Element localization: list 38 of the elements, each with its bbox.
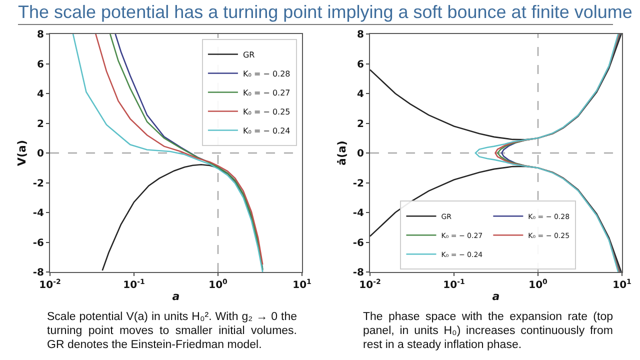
text: The phase space with the expansion rate (top panel, in units H₀) increases continuously from rest in a steady inflation phase.	[363, 310, 613, 352]
y-tick-label: -2	[32, 178, 44, 190]
x-tick-label: 10$^{1}$	[292, 278, 312, 291]
y-tick-label: 6	[37, 59, 44, 70]
y-tick-label: 4	[37, 89, 44, 100]
x-axis-title: a	[172, 290, 180, 304]
legend-label: K₀ = − 0.24	[242, 126, 290, 136]
y-tick-label: -4	[32, 208, 44, 219]
y-axis-title: V(a)	[16, 140, 29, 166]
y-tick-label: -8	[352, 268, 364, 278]
y-tick-label: 2	[357, 118, 364, 130]
legend-label: GR	[242, 50, 256, 60]
y-tick-label: -2	[352, 178, 364, 190]
x-tick-label: 10$^{-2}$	[39, 278, 61, 291]
y-tick-label: 6	[357, 59, 364, 70]
y-tick-label: -8	[32, 268, 44, 278]
y-tick-label: 2	[37, 118, 44, 130]
y-tick-label: -6	[352, 238, 364, 249]
y-tick-label: -4	[352, 208, 364, 219]
y-tick-label: 0	[357, 148, 364, 160]
legend-label: K₀ = − 0.25	[242, 107, 290, 116]
legend-label: K₀ = − 0.28	[242, 69, 290, 78]
y-tick-label: 8	[357, 30, 364, 40]
y-tick-label: -6	[32, 238, 44, 249]
x-axis-title: a	[492, 290, 500, 304]
y-axis-title: ȧ(a)	[336, 140, 349, 166]
x-tick-label: 10$^{-1}$	[123, 278, 145, 291]
x-tick-label: 10$^{0}$	[208, 278, 228, 291]
y-tick-label: 4	[357, 89, 364, 100]
x-tick-label: 10$^{-2}$	[359, 278, 381, 291]
y-tick-label: 0	[37, 148, 44, 160]
chart-title: The scale potential has a turning point implying a soft bounce at finite volume	[18, 2, 632, 24]
y-tick-label: 8	[37, 30, 44, 40]
legend-label: K₀ = − 0.27	[242, 88, 290, 98]
x-tick-label: 10$^{-1}$	[443, 278, 465, 291]
text: Scale potential V(a) in units H₀². With g₂ → 0 the turning point moves to smaller initial volumes. GR denotes the Einstein-Friedman model.	[47, 310, 297, 352]
x-tick-label: 10$^{0}$	[528, 278, 548, 291]
x-tick-label: 10$^{1}$	[612, 278, 632, 291]
